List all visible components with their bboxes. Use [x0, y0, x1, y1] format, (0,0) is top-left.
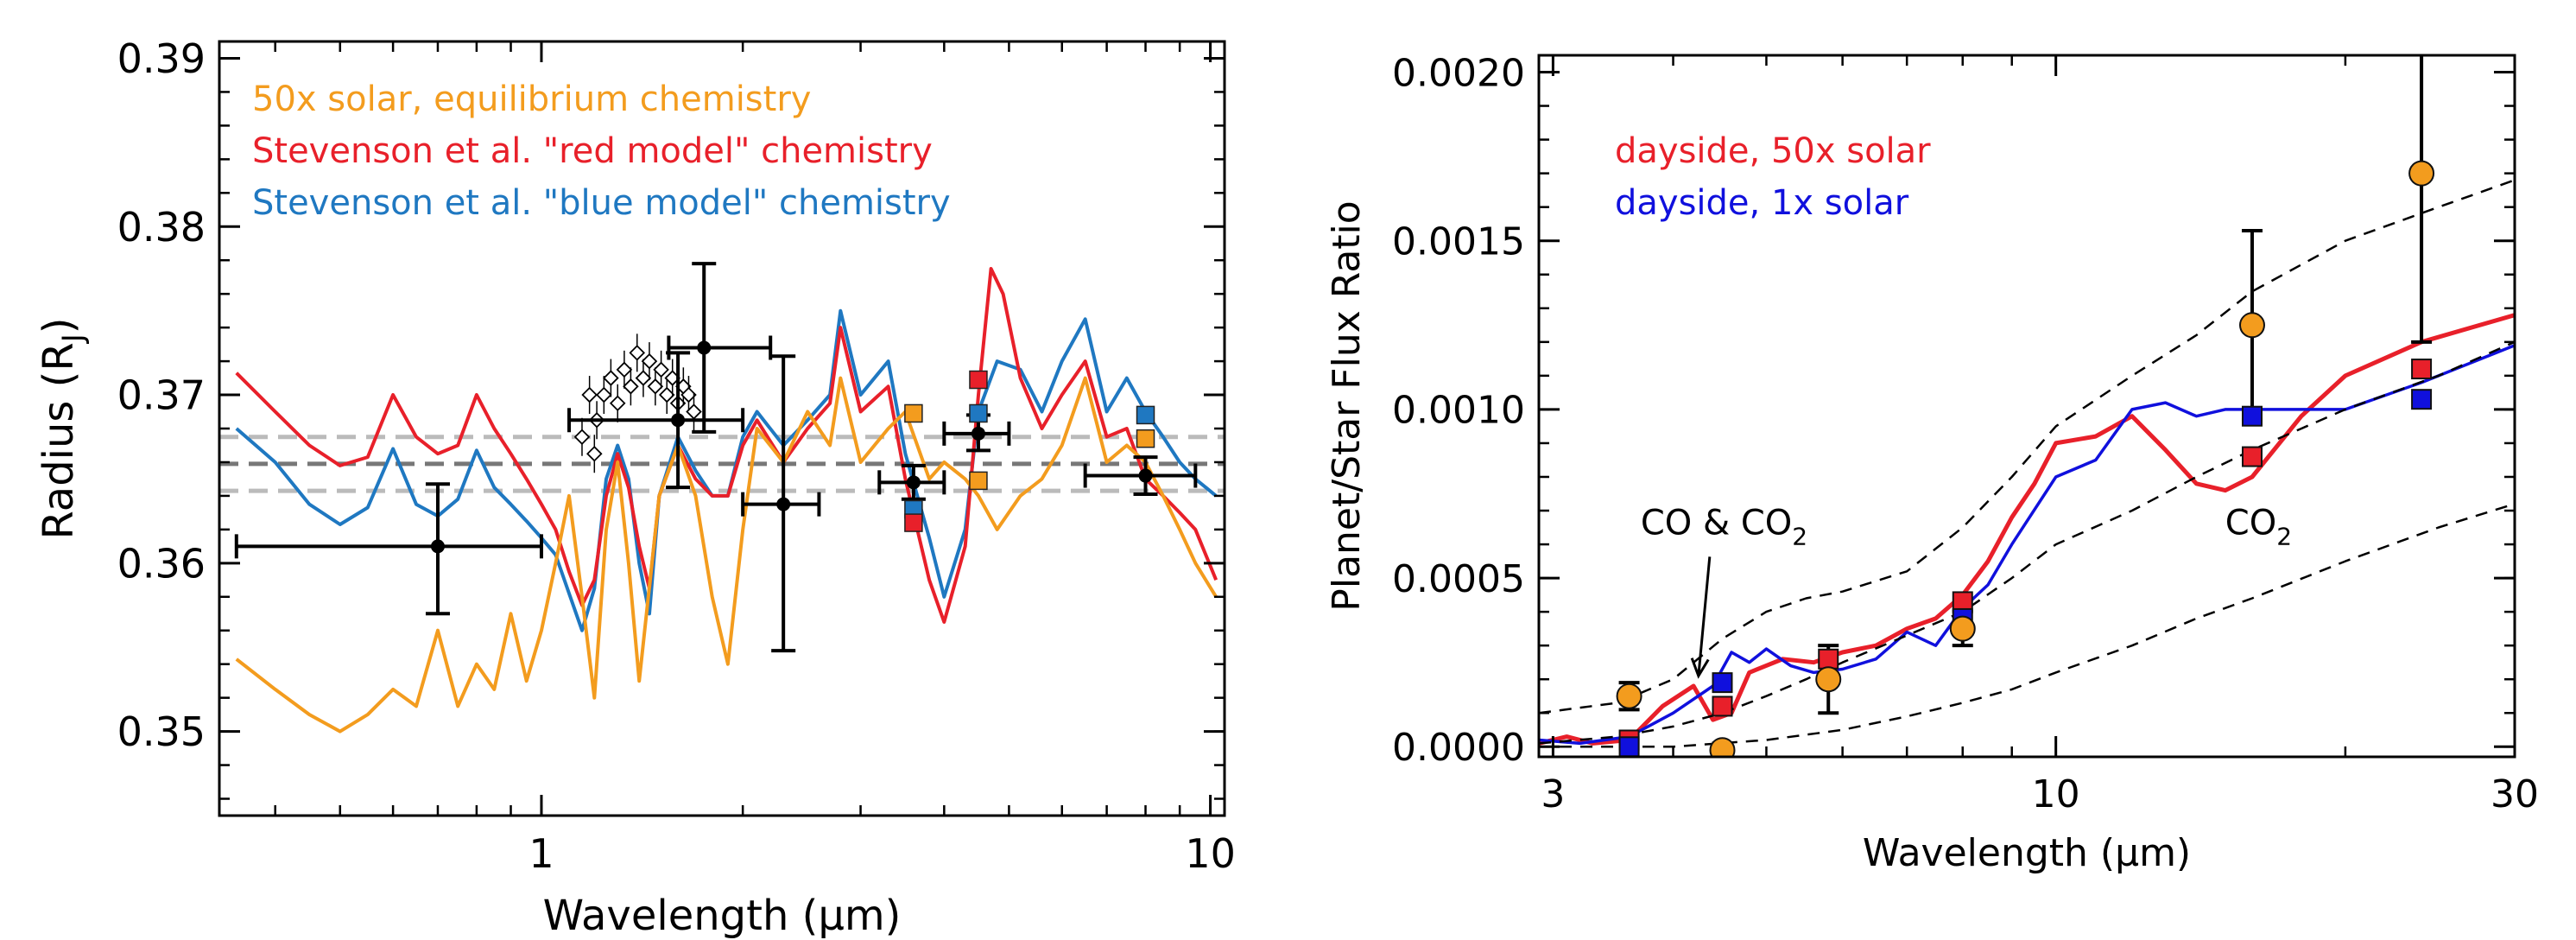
left-panel-transit-radius: 1 10 0.35 0.36 0.37 0.38 0.39 Wavelength (μm) Ra…	[35, 35, 1236, 940]
legend-entry: Stevenson et al. "blue model" chemistry	[252, 183, 951, 223]
model-band-square	[1818, 648, 1839, 670]
annotation-subscript: 2	[2276, 522, 2292, 550]
diamond-point	[635, 370, 652, 386]
y-axis-label-main: Radius (R	[35, 342, 83, 539]
observation-point	[2238, 312, 2265, 339]
diamond-point	[653, 361, 669, 378]
annotation-text: CO & CO	[1641, 503, 1792, 543]
diamond-point	[616, 361, 633, 378]
model-band-square	[1136, 429, 1155, 448]
x-tick-label: 30	[2491, 772, 2539, 816]
diamond-point	[581, 386, 598, 403]
measurement-point	[906, 475, 921, 490]
diamond-point	[609, 395, 626, 412]
y-tick-label: 0.0015	[1392, 220, 1525, 264]
annotation-arrow	[1697, 556, 1712, 676]
right-panel-flux-ratio: 3 10 30 0.0000 0.0005 0.0010 0.0015 0.0020 Wavel…	[1325, 51, 2539, 875]
measurement-point	[671, 413, 686, 428]
legend-entry: dayside, 50x solar	[1615, 131, 1931, 171]
annotation-label: CO2	[2225, 503, 2292, 550]
model-band-square	[1618, 736, 1640, 757]
x-axis-label: Wavelength (μm)	[543, 892, 902, 940]
y-tick-label: 0.0020	[1392, 51, 1525, 95]
model-band-square	[2411, 389, 2433, 410]
model-spectrum-line	[235, 376, 1218, 734]
measurement-point	[430, 539, 445, 554]
measurement-point	[697, 340, 712, 355]
annotation-text: CO	[2225, 503, 2276, 543]
measurement-point	[1138, 468, 1153, 483]
model-spectrum-line	[1539, 313, 2515, 746]
y-axis-label-close: )	[35, 317, 83, 333]
y-tick-label: 0.37	[117, 372, 206, 419]
model-band-square	[2411, 359, 2433, 380]
observation-point	[2408, 160, 2435, 187]
measurement-point	[776, 497, 791, 511]
model-band-square	[1712, 695, 1733, 717]
plot-area	[1539, 55, 2515, 757]
model-band-square	[969, 370, 988, 390]
legend-entry: Stevenson et al. "red model" chemistry	[252, 131, 933, 171]
model-band-square	[1136, 405, 1155, 425]
diamond-point	[596, 386, 612, 403]
diamond-point	[680, 386, 697, 403]
diamond-point	[629, 345, 646, 361]
model-band-square	[2241, 446, 2263, 467]
y-axis-label: Planet/Star Flux Ratio	[1325, 200, 1369, 611]
measurement-point	[971, 426, 985, 441]
diamond-point	[647, 378, 664, 395]
y-tick-label: 0.0005	[1392, 557, 1525, 601]
model-band-square	[1712, 672, 1733, 694]
x-tick-label: 10	[1185, 830, 1236, 877]
model-band-square	[969, 403, 988, 423]
plot-frame	[1537, 54, 2516, 759]
diamond-point	[641, 352, 658, 370]
diamond-point	[586, 445, 603, 462]
observation-point	[1616, 683, 1642, 709]
y-axis-label-sub: J	[56, 333, 91, 344]
x-tick-label: 3	[1541, 772, 1565, 816]
x-axis-label: Wavelength (μm)	[1863, 831, 2191, 875]
model-band-square	[2241, 405, 2263, 427]
annotation-subscript: 2	[1792, 522, 1807, 550]
observation-point	[1815, 666, 1842, 693]
legend-entry: 50x solar, equilibrium chemistry	[252, 79, 811, 119]
diamond-point	[603, 370, 619, 386]
annotation-label: CO & CO2	[1641, 503, 1807, 550]
model-spectrum-line	[235, 308, 1218, 632]
x-tick-label: 1	[528, 830, 554, 877]
observation-point	[1709, 737, 1736, 757]
observation-point	[1949, 615, 1976, 642]
x-tick-label: 10	[2032, 772, 2080, 816]
y-axis-label: Radius (RJ)	[35, 317, 91, 539]
y-tick-label: 0.36	[117, 540, 206, 587]
model-band-square	[904, 513, 923, 532]
annotation-arrow-head	[1690, 657, 1710, 679]
temperature-reference-dashed-line	[1539, 503, 2515, 748]
y-tick-label: 0.38	[117, 204, 206, 251]
temperature-reference-dashed-line	[1539, 179, 2515, 715]
diamond-point	[623, 378, 639, 395]
plot-area	[219, 262, 1225, 734]
temperature-reference-dashed-line	[1539, 340, 2515, 745]
y-tick-label: 0.0000	[1392, 726, 1525, 770]
model-spectrum-line	[235, 267, 1218, 624]
model-band-square	[904, 403, 923, 423]
y-tick-label: 0.39	[117, 35, 206, 82]
legend-entry: dayside, 1x solar	[1615, 183, 1909, 223]
diamond-point	[658, 386, 675, 403]
y-tick-label: 0.0010	[1392, 389, 1525, 433]
model-band-square	[969, 471, 988, 491]
model-spectrum-line	[1539, 344, 2515, 746]
diamond-point	[573, 429, 591, 446]
y-tick-label: 0.35	[117, 708, 206, 755]
